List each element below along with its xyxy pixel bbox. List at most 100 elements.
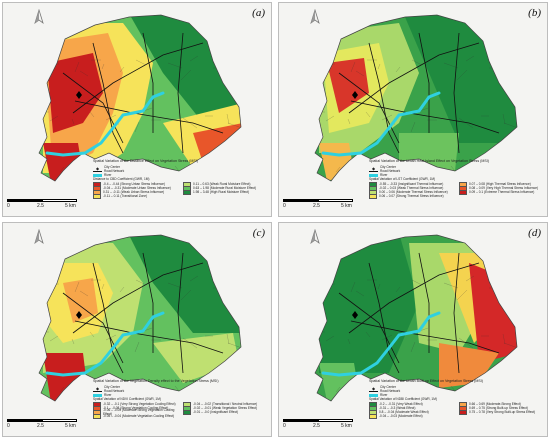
- road-network-line: [368, 262, 400, 374]
- choropleth-map: [38, 234, 242, 402]
- city-center-marker: [352, 91, 358, 99]
- map-zone: [319, 235, 419, 373]
- street-line: [79, 290, 89, 297]
- legend-swatch: [183, 189, 191, 195]
- legend-class-item: -0.11 – 0.11 (Transitional Zone): [93, 193, 183, 199]
- legend-class-label: 0.09 – 0.1 (Extreme Thermal Stress Influ…: [469, 190, 535, 194]
- street-line: [355, 70, 365, 77]
- road-network-line: [177, 252, 184, 374]
- city-center-marker: [76, 311, 82, 319]
- street-line: [180, 69, 192, 81]
- road-line-icon: [369, 390, 378, 392]
- legend-road-network: Road Network: [369, 169, 547, 173]
- legend-label: River: [104, 393, 112, 397]
- map-panel-d: (d) Spatial Variation of the Urban Built-…: [278, 222, 548, 437]
- street-line: [377, 283, 381, 290]
- street-line: [119, 286, 125, 293]
- legend-label: City Center: [380, 385, 396, 389]
- legend-class-label: -0.01 – -0.0 (Insignificant Effect): [193, 410, 239, 414]
- street-line: [89, 331, 95, 338]
- street-line: [59, 166, 65, 173]
- panel-label: (b): [528, 7, 541, 19]
- scale-label: 5 km: [65, 423, 76, 429]
- road-network-line: [348, 42, 480, 114]
- street-line: [350, 281, 356, 293]
- street-line: [71, 118, 75, 125]
- scale-label: 0: [283, 423, 286, 429]
- legend-class-item: 0.75 – 0.78 (Very Strong Built-up Stress…: [459, 409, 547, 415]
- study-area-boundary: [38, 14, 242, 182]
- scale-label: 5 km: [341, 203, 352, 209]
- map-zone: [47, 53, 103, 133]
- street-line: [381, 114, 393, 121]
- street-line: [49, 335, 59, 342]
- road-network-line: [350, 100, 500, 134]
- scale-label: 2.5: [313, 423, 320, 429]
- river: [321, 91, 441, 157]
- street-line: [456, 69, 468, 81]
- legend-class-item: 1.98 – 3.48 (High Rural Moisture Effect): [183, 189, 271, 195]
- street-line: [227, 122, 241, 129]
- street-line: [458, 117, 474, 129]
- legend-class-label: -0.06 – -0.05 (Moderate Strong Vegetatio…: [103, 408, 175, 416]
- street-line: [318, 17, 334, 29]
- street-line: [503, 122, 517, 129]
- scale-label: 2.5: [313, 203, 320, 209]
- street-line: [189, 55, 199, 62]
- street-line: [381, 334, 393, 341]
- road-network-line: [368, 42, 400, 154]
- legend-class-label: 0.08 – 0.09 (Very High Thermal Stress In…: [469, 186, 539, 190]
- scale-label: 0: [7, 203, 10, 209]
- scale-bar: 0 2.5 5 km: [283, 419, 353, 433]
- map-legend: Spatial Variation of the Vegetation Dens…: [93, 379, 271, 419]
- road-network-line: [92, 42, 124, 154]
- street-line: [350, 61, 356, 73]
- legend-label: Road Network: [104, 169, 125, 173]
- legend-class-title: Spatial Variation of NDBI Coefficient (G…: [369, 397, 437, 401]
- street-line: [365, 331, 371, 338]
- panel-label: (c): [252, 227, 265, 239]
- legend-class-label: -0.2 – -0.31 (Very Weak Effect): [379, 402, 423, 406]
- map-panel-b: (b) Spatial Variation of the Urban Heat I…: [278, 2, 548, 217]
- scale-bar: 0 2.5 5 km: [7, 199, 77, 213]
- scale-label: 0: [283, 203, 286, 209]
- road-network-line: [338, 292, 400, 364]
- road-network-line: [74, 100, 224, 134]
- road-network-line: [74, 320, 224, 354]
- map-panel-a: (a) Spatial Variation of the Distance Eff…: [2, 2, 272, 217]
- road-network-line: [62, 72, 124, 144]
- legend-city-center: ◆ City Center: [93, 385, 271, 391]
- legend-river: River: [369, 173, 547, 177]
- street-line: [135, 279, 147, 286]
- map-legend: Spatial Variation of the Urban Built-up …: [369, 379, 547, 419]
- map-zone: [63, 278, 98, 323]
- street-line: [59, 386, 65, 393]
- map-zone: [439, 343, 499, 388]
- legend-class-item: 0.09 – 0.1 (Extreme Thermal Stress Influ…: [459, 189, 547, 195]
- legend-class-label: 0.63 – 1.98 (Moderate Rural Moisture Eff…: [193, 186, 257, 190]
- street-line: [362, 393, 366, 401]
- legend-road-network: Road Network: [93, 389, 271, 393]
- street-line: [79, 70, 89, 77]
- road-network-line: [62, 292, 124, 364]
- legend-label: City Center: [380, 165, 396, 169]
- legend-class-label: -0.11 – 0.11 (Transitional Zone): [103, 194, 148, 198]
- street-line: [395, 286, 401, 293]
- legend-swatch: [459, 409, 467, 415]
- street-line: [101, 63, 105, 70]
- road-network-line: [338, 72, 400, 144]
- panel-label: (a): [252, 7, 265, 19]
- legend-class-label: 0.31 – -0.11 (Weak Urban Stress Influenc…: [103, 190, 165, 194]
- scale-bar: 0 2.5 5 km: [283, 199, 353, 213]
- legend-label: River: [380, 173, 388, 177]
- legend-class-label: 0.75 – 0.78 (Very Strong Built-up Stress…: [469, 410, 536, 414]
- city-center-marker: [352, 311, 358, 319]
- legend-swatch: [93, 193, 101, 199]
- street-line: [458, 337, 474, 349]
- street-line: [510, 65, 517, 77]
- legend-class-label: -0.04 – -0.31 (Moderate Urban Stress Inf…: [103, 186, 171, 190]
- road-line-icon: [93, 170, 102, 172]
- street-line: [167, 62, 183, 69]
- street-line: [75, 159, 87, 166]
- legend-class-label: -0.1 – -0.08 (Strong Vegetation Cooling …: [103, 406, 169, 410]
